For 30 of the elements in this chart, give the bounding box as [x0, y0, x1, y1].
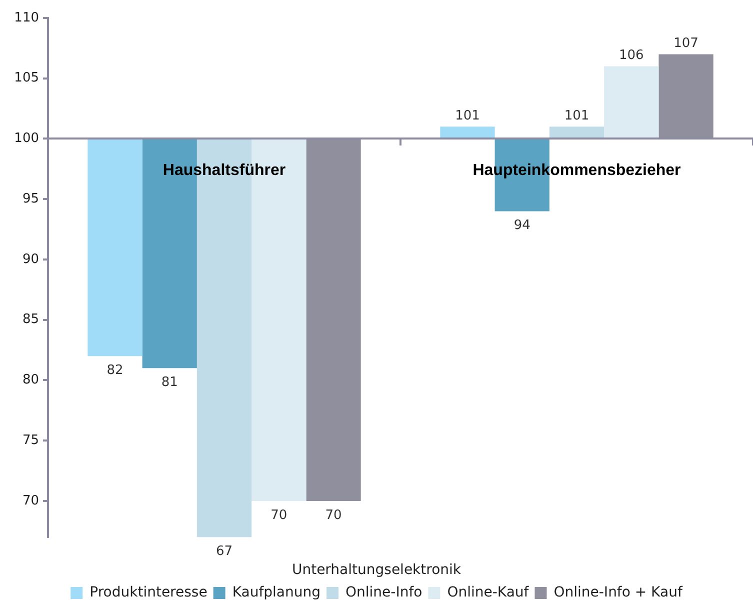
data-label: 106 [618, 48, 644, 64]
y-tick-label: 75 [22, 432, 39, 448]
y-tick-label: 105 [14, 70, 39, 86]
y-tick-label: 85 [22, 312, 39, 328]
y-tick-label: 110 [14, 10, 39, 26]
y-tick-label: 80 [22, 372, 39, 388]
x-axis-title: Unterhaltungselektronik [292, 562, 462, 578]
legend-label: Produktinteresse [90, 584, 208, 601]
y-tick-label: 95 [22, 191, 39, 206]
data-label: 101 [564, 108, 590, 124]
data-label: 67 [216, 544, 233, 560]
data-label: 70 [270, 508, 288, 523]
legend-label: Online-Info + Kauf [554, 584, 684, 601]
y-tick-label: 70 [22, 493, 39, 508]
data-label: 107 [674, 36, 698, 52]
data-label: 82 [106, 362, 124, 378]
bar [88, 138, 142, 356]
bar [440, 126, 495, 139]
data-label: 101 [455, 108, 480, 124]
legend-label: Online-Kauf [447, 584, 530, 601]
bar [604, 66, 659, 139]
legend-label: Online-Info [345, 584, 422, 601]
legend-label: Kaufplanung [232, 584, 321, 601]
x-tick-label: Haushaltsführer [162, 162, 286, 179]
y-tick-label: 100 [14, 131, 39, 146]
data-label: 94 [514, 218, 530, 234]
data-label: 70 [325, 508, 342, 523]
data-label: 81 [161, 375, 178, 390]
bar [549, 126, 604, 139]
y-tick-label: 90 [22, 252, 39, 267]
